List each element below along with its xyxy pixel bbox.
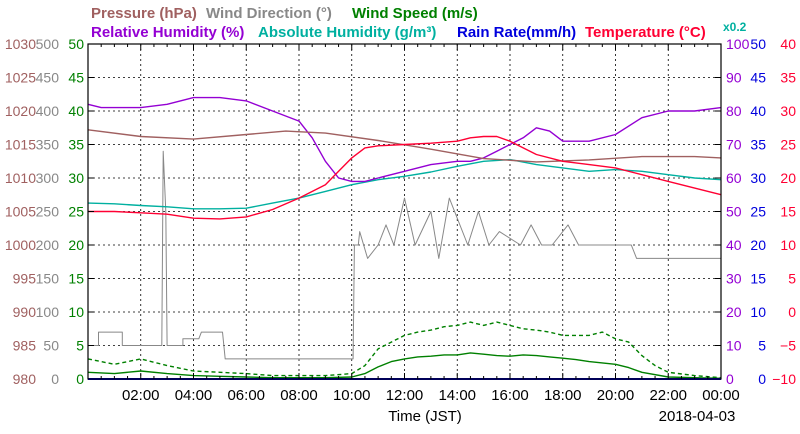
wind-direction-tick-label: 200 bbox=[36, 237, 60, 253]
x-tick-label: 18:00 bbox=[544, 387, 582, 404]
x-tick-label: 10:00 bbox=[333, 387, 371, 404]
wind-direction-tick-label: 50 bbox=[43, 338, 59, 354]
legend-wind-direction: Wind Direction (°) bbox=[206, 5, 332, 22]
pressure-tick-label: 990 bbox=[13, 304, 37, 320]
x-axis-label: Time (JST) bbox=[388, 408, 462, 425]
rain-tick-label: 10 bbox=[750, 304, 766, 320]
wind-speed-tick-label: 40 bbox=[68, 103, 84, 119]
humidity-tick-label: 30 bbox=[726, 271, 742, 287]
humidity-tick-label: 20 bbox=[726, 304, 742, 320]
temperature-tick-label: 20 bbox=[780, 170, 796, 186]
temperature-tick-label: 40 bbox=[780, 36, 796, 52]
humidity-tick-label: 40 bbox=[726, 237, 742, 253]
pressure-tick-label: 1010 bbox=[5, 170, 36, 186]
x-tick-label: 12:00 bbox=[386, 387, 424, 404]
x-tick-label: 22:00 bbox=[649, 387, 687, 404]
pressure-tick-label: 1005 bbox=[5, 204, 36, 220]
wind-speed-tick-label: 30 bbox=[68, 170, 84, 186]
pressure-tick-label: 1020 bbox=[5, 103, 36, 119]
x-tick-label: 00:00 bbox=[702, 387, 740, 404]
rain-tick-label: 30 bbox=[750, 170, 766, 186]
legend: Pressure (hPa) Wind Direction (°) Wind S… bbox=[91, 5, 747, 41]
series-line bbox=[87, 158, 722, 210]
x-tick-label: 08:00 bbox=[280, 387, 318, 404]
x-tick-label: 02:00 bbox=[122, 387, 160, 404]
temperature-tick-label: 0 bbox=[788, 304, 796, 320]
x-tick-label: 06:00 bbox=[227, 387, 265, 404]
wind-speed-tick-label: 25 bbox=[68, 204, 84, 220]
rain-tick-label: 50 bbox=[750, 36, 766, 52]
x-tick-label: 04:00 bbox=[175, 387, 213, 404]
pressure-tick-label: 1025 bbox=[5, 70, 36, 86]
pressure-tick-label: 1030 bbox=[5, 36, 36, 52]
wind-speed-tick-label: 20 bbox=[68, 237, 84, 253]
humidity-tick-label: 50 bbox=[726, 204, 742, 220]
series-line bbox=[88, 135, 722, 220]
humidity-tick-label: 80 bbox=[726, 103, 742, 119]
temperature-tick-label: 35 bbox=[780, 70, 796, 86]
date-label: 2018-04-03 bbox=[659, 408, 736, 425]
legend-rain-rate: Rain Rate(mm/h) bbox=[457, 24, 576, 41]
legend-relative-humidity: Relative Humidity (%) bbox=[91, 24, 244, 41]
wind-speed-tick-label: 0 bbox=[76, 371, 84, 387]
temperature-tick-label: −5 bbox=[780, 338, 796, 354]
rain-tick-label: 5 bbox=[758, 338, 766, 354]
wind-speed-tick-label: 45 bbox=[68, 70, 84, 86]
rain-tick-label: 45 bbox=[750, 70, 766, 86]
wind-direction-tick-label: 400 bbox=[36, 103, 60, 119]
wind-direction-tick-label: 450 bbox=[36, 70, 60, 86]
wind-direction-tick-label: 0 bbox=[51, 371, 59, 387]
rain-tick-label: 15 bbox=[750, 271, 766, 287]
wind-speed-tick-label: 35 bbox=[68, 137, 84, 153]
wind-speed-tick-label: 10 bbox=[68, 304, 84, 320]
grid bbox=[88, 44, 721, 379]
legend-abs-humidity-factor: x0.2 bbox=[723, 20, 747, 34]
humidity-tick-label: 100 bbox=[726, 36, 750, 52]
wind-direction-tick-label: 150 bbox=[36, 271, 60, 287]
wind-direction-tick-label: 350 bbox=[36, 137, 60, 153]
pressure-tick-label: 1015 bbox=[5, 137, 36, 153]
wind-speed-tick-label: 50 bbox=[68, 36, 84, 52]
pressure-tick-label: 995 bbox=[13, 271, 37, 287]
temperature-tick-label: 10 bbox=[780, 237, 796, 253]
humidity-tick-label: 90 bbox=[726, 70, 742, 86]
wind-speed-tick-label: 5 bbox=[76, 338, 84, 354]
series-line bbox=[88, 150, 721, 360]
wind-direction-tick-label: 100 bbox=[36, 304, 60, 320]
temperature-tick-label: −10 bbox=[772, 371, 796, 387]
rain-tick-label: 40 bbox=[750, 103, 766, 119]
wind-direction-tick-label: 250 bbox=[36, 204, 60, 220]
rain-tick-label: 0 bbox=[758, 371, 766, 387]
temperature-tick-label: 5 bbox=[788, 271, 796, 287]
temperature-tick-label: 30 bbox=[780, 103, 796, 119]
series-line bbox=[87, 96, 722, 183]
humidity-tick-label: 70 bbox=[726, 137, 742, 153]
pressure-tick-label: 1000 bbox=[5, 237, 36, 253]
temperature-tick-label: 25 bbox=[780, 137, 796, 153]
x-tick-label: 14:00 bbox=[438, 387, 476, 404]
humidity-tick-label: 10 bbox=[726, 338, 742, 354]
legend-wind-speed: Wind Speed (m/s) bbox=[352, 5, 478, 22]
wind-speed-tick-label: 15 bbox=[68, 271, 84, 287]
series-line bbox=[87, 352, 722, 379]
x-tick-label: 20:00 bbox=[597, 387, 635, 404]
pressure-tick-label: 985 bbox=[13, 338, 37, 354]
series-line bbox=[87, 321, 722, 379]
legend-temperature: Temperature (°C) bbox=[585, 24, 706, 41]
temperature-tick-label: 15 bbox=[780, 204, 796, 220]
humidity-tick-label: 60 bbox=[726, 170, 742, 186]
humidity-tick-label: 0 bbox=[726, 371, 734, 387]
rain-tick-label: 35 bbox=[750, 137, 766, 153]
rain-tick-label: 20 bbox=[750, 237, 766, 253]
legend-absolute-humidity: Absolute Humidity (g/m³) bbox=[258, 24, 436, 41]
wind-direction-tick-label: 500 bbox=[36, 36, 60, 52]
wind-direction-tick-label: 300 bbox=[36, 170, 60, 186]
legend-pressure: Pressure (hPa) bbox=[91, 5, 197, 22]
rain-tick-label: 25 bbox=[750, 204, 766, 220]
x-tick-label: 16:00 bbox=[491, 387, 529, 404]
axis-ticks: 02:00 04:00 06:00 08:00 10:00 12:00 14:00 16:00… bbox=[5, 36, 796, 404]
pressure-tick-label: 980 bbox=[13, 371, 37, 387]
